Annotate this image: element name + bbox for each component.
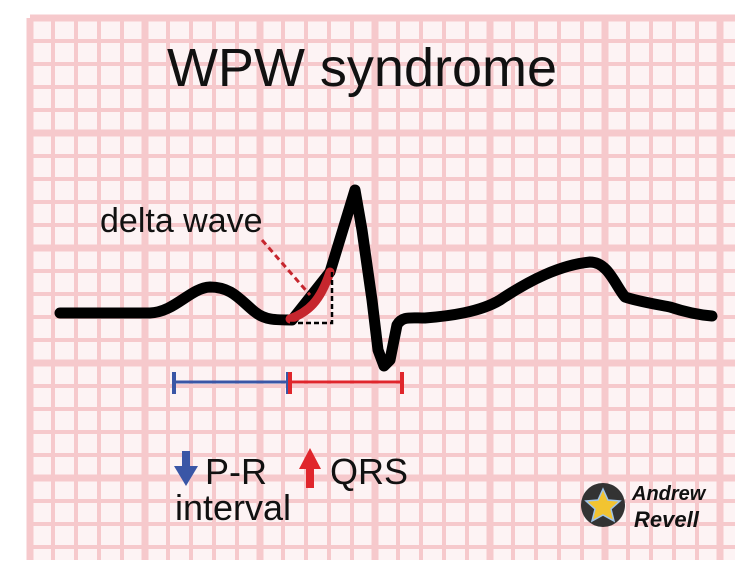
delta-wave-pointer — [260, 239, 312, 296]
ecg-trace — [54, 184, 718, 372]
down-arrow-icon — [174, 451, 198, 486]
up-arrow-icon — [299, 448, 321, 488]
pr-interval-label: interval — [175, 487, 291, 528]
logo-name-first: Andrew — [631, 483, 707, 505]
qrs-label: QRS — [330, 451, 408, 492]
author-logo: Andrew Revell — [581, 483, 707, 532]
delta-wave-label: delta wave — [100, 202, 263, 240]
diagram-title: WPW syndrome — [167, 38, 557, 98]
star-icon — [584, 487, 622, 523]
delta-wave-dotted-triangle — [288, 272, 334, 325]
pr-label: P-R — [205, 451, 267, 492]
qrs-duration-bar — [288, 372, 404, 394]
logo-name-last: Revell — [634, 507, 700, 532]
delta-wave-highlight — [285, 267, 335, 324]
